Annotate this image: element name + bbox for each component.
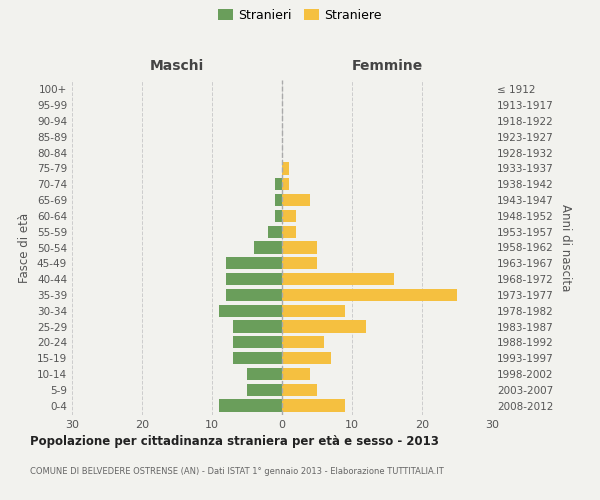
Bar — [275, 178, 282, 190]
Bar — [282, 162, 289, 174]
Bar — [282, 320, 366, 332]
Text: COMUNE DI BELVEDERE OSTRENSE (AN) - Dati ISTAT 1° gennaio 2013 - Elaborazione TU: COMUNE DI BELVEDERE OSTRENSE (AN) - Dati… — [30, 468, 444, 476]
Bar — [247, 384, 282, 396]
Bar — [282, 288, 457, 301]
Bar — [282, 257, 317, 270]
Y-axis label: Fasce di età: Fasce di età — [19, 212, 31, 282]
Bar — [219, 400, 282, 411]
Y-axis label: Anni di nascita: Anni di nascita — [559, 204, 572, 291]
Bar — [282, 384, 317, 396]
Bar — [282, 304, 345, 317]
Bar — [282, 194, 310, 206]
Bar — [226, 288, 282, 301]
Bar — [268, 226, 282, 238]
Bar — [226, 273, 282, 285]
Bar — [233, 320, 282, 332]
Bar — [282, 352, 331, 364]
Bar — [219, 304, 282, 317]
Text: Femmine: Femmine — [352, 58, 422, 72]
Legend: Stranieri, Straniere: Stranieri, Straniere — [216, 6, 384, 24]
Bar — [282, 336, 324, 348]
Bar — [254, 242, 282, 254]
Bar — [282, 226, 296, 238]
Bar — [233, 352, 282, 364]
Bar — [275, 210, 282, 222]
Bar — [282, 242, 317, 254]
Bar — [226, 257, 282, 270]
Bar — [233, 336, 282, 348]
Text: Popolazione per cittadinanza straniera per età e sesso - 2013: Popolazione per cittadinanza straniera p… — [30, 435, 439, 448]
Bar — [282, 210, 296, 222]
Bar — [282, 178, 289, 190]
Bar — [275, 194, 282, 206]
Bar — [282, 400, 345, 411]
Bar — [247, 368, 282, 380]
Bar — [282, 273, 394, 285]
Text: Maschi: Maschi — [150, 58, 204, 72]
Bar — [282, 368, 310, 380]
